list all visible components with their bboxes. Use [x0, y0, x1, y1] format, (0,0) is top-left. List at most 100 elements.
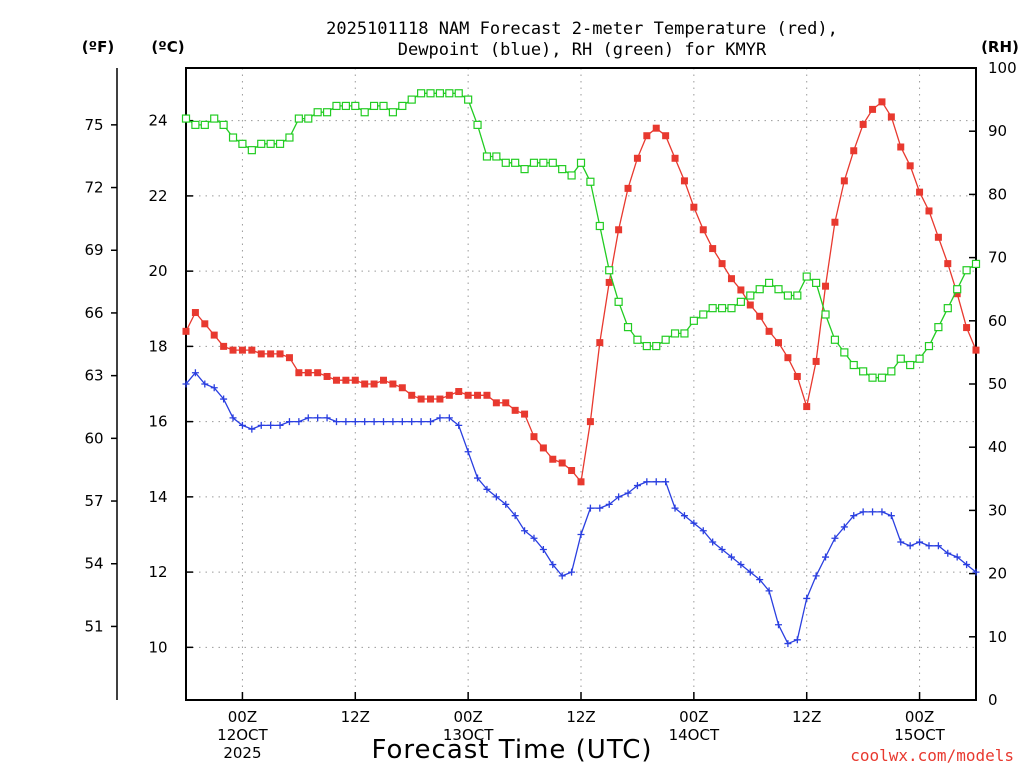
rh-point	[501, 158, 510, 167]
dewpoint-point	[633, 482, 641, 490]
x-tick-label-line: 13OCT	[443, 726, 494, 744]
temperature-point	[916, 188, 924, 196]
rh-point	[924, 341, 934, 351]
dewpoint-point	[511, 512, 519, 520]
rh-point	[219, 120, 228, 129]
dewpoint-point	[831, 534, 839, 542]
rh-point	[529, 158, 539, 167]
rh-tick-label: 20	[988, 565, 1007, 583]
celsius-tick-label: 20	[148, 262, 167, 280]
temperature-point	[474, 391, 482, 399]
temperature-point	[257, 350, 265, 358]
rh-point	[257, 139, 266, 148]
chart-title-line-1: 2025101118 NAM Forecast 2-meter Temperat…	[326, 19, 838, 39]
temperature-point	[586, 418, 594, 426]
data-series	[181, 89, 981, 648]
dewpoint-point	[652, 478, 660, 486]
dewpoint-point	[201, 380, 209, 388]
temperature-point	[455, 388, 463, 396]
dewpoint-point	[850, 512, 858, 520]
rh-point	[812, 278, 821, 287]
dewpoint-point	[906, 542, 914, 550]
rh-tick-label: 40	[988, 438, 1007, 456]
rh-point	[821, 310, 830, 319]
temperature-point	[709, 245, 717, 253]
dewpoint-point	[332, 418, 340, 426]
dewpoint-point	[502, 500, 510, 508]
fahrenheit-tick-label: 54	[84, 555, 103, 573]
rh-point	[464, 95, 473, 104]
dewpoint-point	[699, 527, 707, 535]
temperature-point	[624, 184, 632, 192]
dewpoint-point	[530, 534, 538, 542]
x-tick-label-line: 12Z	[792, 708, 821, 726]
dewpoint-point	[812, 572, 820, 580]
dewpoint-point	[680, 512, 688, 520]
dewpoint-point	[417, 418, 425, 426]
x-tick-label: 00Z 15OCT	[894, 708, 945, 744]
dewpoint-point	[455, 421, 463, 429]
temperature-point	[925, 207, 933, 215]
temperature-point	[680, 177, 688, 185]
dewpoint-point	[257, 421, 265, 429]
rh-point	[398, 101, 407, 111]
dewpoint-point	[972, 568, 980, 576]
temperature-point	[605, 278, 613, 286]
rh-point	[539, 158, 548, 167]
temperature-point	[267, 350, 275, 358]
celsius-tick-label: 22	[148, 187, 167, 205]
temperature-point	[953, 290, 961, 298]
dewpoint-point	[229, 414, 237, 422]
rh-point	[313, 108, 322, 117]
temperature-series	[182, 98, 980, 486]
dewpoint-point	[267, 421, 275, 429]
dewpoint-point	[238, 421, 246, 429]
temperature-point	[934, 233, 942, 241]
dewpoint-point	[191, 369, 199, 377]
celsius-tick-label: 14	[148, 488, 167, 506]
dewpoint-point	[276, 421, 284, 429]
dewpoint-point	[351, 418, 359, 426]
dewpoint-point	[314, 414, 322, 422]
temperature-point	[436, 395, 444, 403]
temperature-point	[323, 372, 331, 380]
rh-point	[783, 291, 793, 300]
temperature-point	[464, 391, 472, 399]
dewpoint-point	[539, 546, 547, 554]
dewpoint-point	[568, 568, 576, 576]
rh-point	[614, 297, 623, 306]
rh-tick-label: 90	[988, 122, 1007, 140]
temperature-point	[784, 354, 792, 362]
dewpoint-point	[840, 523, 848, 531]
dewpoint-point	[361, 418, 369, 426]
dewpoint-point	[342, 418, 350, 426]
rh-unit-label: (RH)	[981, 38, 1019, 56]
fahrenheit-tick-label: 57	[84, 492, 103, 510]
temperature-point	[746, 301, 754, 309]
rh-tick-label: 30	[988, 501, 1007, 519]
temperature-point	[549, 455, 557, 463]
grid-lines	[186, 68, 976, 700]
rh-point	[341, 101, 350, 111]
x-tick-label: 00Z 14OCT	[669, 708, 720, 744]
rh-point	[567, 171, 576, 180]
rh-point	[642, 341, 651, 351]
x-tick-label-line: 00Z	[905, 708, 934, 726]
dewpoint-point	[859, 508, 867, 516]
rh-point	[793, 291, 802, 300]
temperature-point	[229, 346, 237, 354]
temperature-point	[812, 357, 820, 365]
x-tick-label-line: 12Z	[341, 708, 370, 726]
rh-point	[435, 89, 445, 98]
rh-point	[360, 108, 369, 117]
dewpoint-point	[408, 418, 416, 426]
dewpoint-point	[577, 530, 585, 538]
temperature-point	[342, 376, 350, 384]
dewpoint-point	[822, 553, 830, 561]
rh-point	[746, 291, 755, 300]
dewpoint-point	[718, 546, 726, 554]
temperature-point	[963, 324, 971, 332]
temperature-point	[765, 327, 773, 335]
dewpoint-point	[605, 500, 613, 508]
